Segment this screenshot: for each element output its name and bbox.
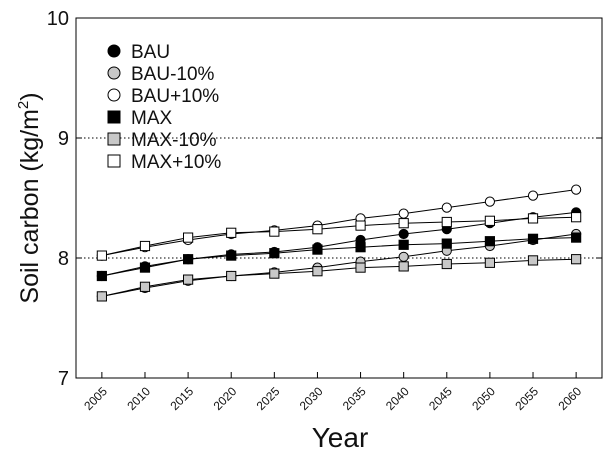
legend-marker bbox=[107, 132, 121, 146]
x-tick-label: 2020 bbox=[211, 384, 240, 413]
series-line bbox=[101, 216, 577, 257]
legend-label: BAU bbox=[131, 42, 170, 63]
x-tick-label: 2015 bbox=[167, 384, 196, 413]
legend-label: MAX+10% bbox=[131, 152, 221, 173]
series-line bbox=[101, 233, 577, 297]
data-point bbox=[269, 226, 280, 237]
x-tick-label: 2040 bbox=[383, 384, 412, 413]
legend-label: BAU+10% bbox=[131, 86, 219, 107]
series-max-10- bbox=[96, 254, 582, 302]
series-line bbox=[101, 258, 577, 297]
data-point bbox=[312, 224, 323, 235]
data-point bbox=[269, 248, 280, 259]
data-point bbox=[484, 236, 496, 247]
y-axis: 7 8 9 10 bbox=[47, 8, 602, 390]
y-axis-title-suffix: ) bbox=[16, 92, 44, 100]
data-point bbox=[571, 254, 582, 265]
y-axis-title-superscript: 2 bbox=[15, 101, 32, 109]
data-point bbox=[484, 196, 496, 207]
data-point bbox=[398, 251, 409, 262]
data-point bbox=[527, 213, 539, 224]
series-max-10- bbox=[96, 212, 582, 261]
data-point bbox=[355, 242, 366, 253]
x-tick-label: 2005 bbox=[81, 384, 110, 413]
legend-label: MAX bbox=[131, 108, 173, 129]
data-point bbox=[484, 257, 496, 268]
series-group bbox=[96, 184, 582, 302]
y-axis-title-main: Soil carbon (kg/m bbox=[16, 109, 44, 304]
data-point bbox=[182, 254, 194, 265]
data-point bbox=[571, 184, 582, 195]
data-point bbox=[139, 240, 151, 252]
data-point bbox=[226, 250, 237, 261]
data-point bbox=[182, 274, 194, 285]
data-point bbox=[355, 262, 366, 273]
x-tick-label: 2045 bbox=[426, 384, 455, 413]
data-point bbox=[96, 291, 107, 302]
series-bau-10- bbox=[96, 184, 582, 261]
data-point bbox=[312, 244, 323, 255]
y-tick-label: 10 bbox=[47, 8, 69, 30]
x-tick-label: 2010 bbox=[124, 384, 153, 413]
legend-label: MAX-10% bbox=[131, 130, 217, 151]
series-line bbox=[101, 189, 577, 257]
x-tick-label: 2060 bbox=[555, 384, 584, 413]
data-point bbox=[398, 208, 409, 219]
data-point bbox=[527, 233, 539, 244]
data-point bbox=[312, 266, 323, 277]
data-point bbox=[398, 239, 409, 250]
x-axis: 2005 2010 2015 2020 2025 2030 2035 2040 2045 2050… bbox=[81, 372, 584, 413]
x-axis-title: Year bbox=[312, 422, 369, 453]
data-point bbox=[441, 238, 452, 249]
plot-frame bbox=[75, 17, 603, 379]
series-line bbox=[101, 237, 577, 277]
data-point bbox=[441, 216, 452, 228]
legend-marker bbox=[107, 88, 121, 102]
data-point bbox=[182, 232, 194, 243]
x-tick-label: 2050 bbox=[469, 384, 498, 413]
legend-marker bbox=[107, 66, 121, 80]
legend-marker bbox=[107, 110, 121, 124]
data-point bbox=[441, 202, 452, 213]
data-point bbox=[398, 261, 409, 272]
legend-marker bbox=[107, 154, 121, 168]
x-tick-label: 2035 bbox=[340, 384, 369, 413]
legend-marker bbox=[107, 44, 121, 58]
data-point bbox=[527, 255, 539, 266]
x-tick-label: 2025 bbox=[254, 384, 283, 413]
series-max bbox=[96, 232, 582, 282]
data-point bbox=[355, 220, 366, 231]
data-point bbox=[226, 227, 237, 238]
data-point bbox=[96, 250, 107, 261]
data-point bbox=[398, 228, 409, 240]
data-point bbox=[571, 232, 582, 243]
data-point bbox=[484, 215, 496, 226]
data-point bbox=[139, 281, 151, 292]
data-point bbox=[398, 218, 409, 229]
data-point bbox=[226, 270, 237, 282]
data-point bbox=[96, 270, 107, 282]
y-tick-label: 8 bbox=[58, 248, 69, 270]
data-point bbox=[269, 268, 280, 279]
data-point bbox=[527, 190, 539, 201]
data-point bbox=[571, 212, 582, 223]
data-point bbox=[441, 258, 452, 270]
x-tick-label: 2030 bbox=[297, 384, 326, 413]
y-tick-label: 7 bbox=[58, 368, 69, 390]
legend-label: BAU-10% bbox=[131, 64, 215, 85]
y-axis-title: Soil carbon (kg/m2) bbox=[15, 92, 44, 303]
data-point bbox=[139, 262, 151, 273]
x-tick-label: 2055 bbox=[512, 384, 541, 413]
y-tick-label: 9 bbox=[58, 128, 69, 150]
